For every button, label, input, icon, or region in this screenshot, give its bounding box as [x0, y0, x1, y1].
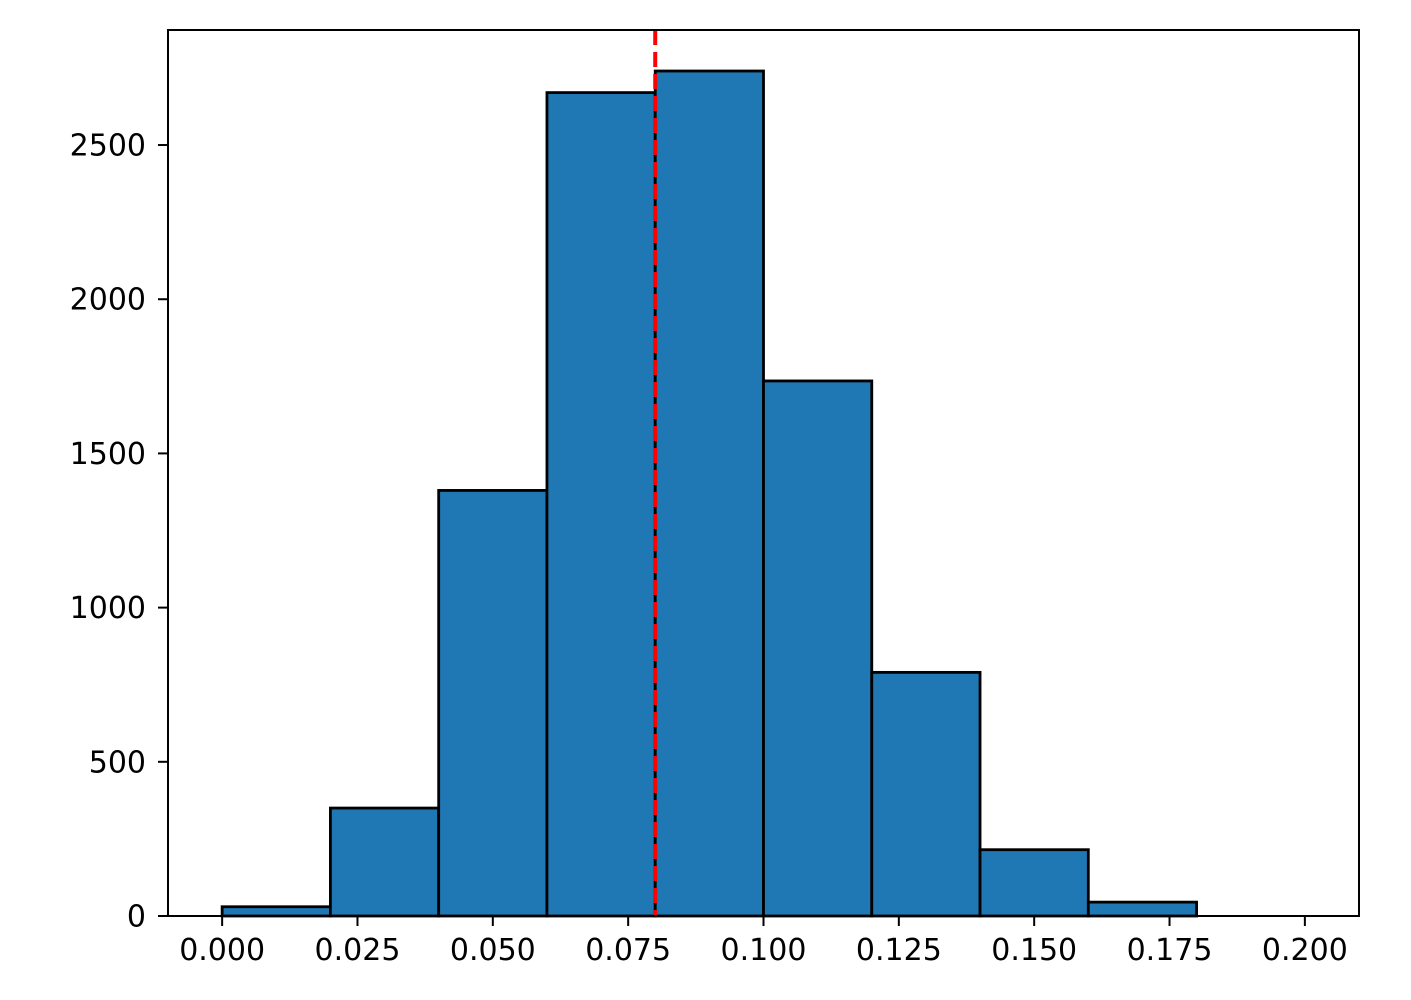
- x-tick-label: 0.125: [856, 933, 942, 968]
- histogram-bar: [220, 905, 332, 918]
- y-tick-label: 500: [89, 745, 146, 780]
- y-tick-label: 0: [127, 900, 146, 935]
- histogram-bar: [437, 489, 549, 918]
- histogram-bar: [545, 91, 657, 918]
- y-tick-label: 2500: [70, 129, 146, 164]
- x-tick-label: 0.100: [721, 933, 807, 968]
- x-tick-label: 0.175: [1127, 933, 1213, 968]
- x-tick-label: 0.000: [179, 933, 265, 968]
- x-tick-label: 0.075: [585, 933, 671, 968]
- x-tick-label: 0.150: [991, 933, 1077, 968]
- histogram-bar: [978, 848, 1090, 918]
- histogram-bar: [870, 670, 982, 918]
- histogram-bar: [1086, 900, 1198, 918]
- y-tick-label: 1000: [70, 591, 146, 626]
- x-tick-label: 0.025: [315, 933, 401, 968]
- x-tick-label: 0.050: [450, 933, 536, 968]
- histogram-bar: [762, 379, 874, 918]
- y-tick-label: 2000: [70, 283, 146, 318]
- y-tick-label: 1500: [70, 437, 146, 472]
- x-tick-label: 0.200: [1262, 933, 1348, 968]
- histogram-bar: [329, 806, 441, 918]
- histogram-bar: [653, 69, 765, 918]
